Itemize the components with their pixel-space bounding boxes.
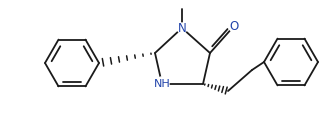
Circle shape xyxy=(177,23,187,33)
Text: NH: NH xyxy=(154,79,170,89)
Circle shape xyxy=(155,77,169,91)
Text: N: N xyxy=(178,22,186,35)
Circle shape xyxy=(228,20,240,31)
Text: O: O xyxy=(229,19,239,33)
